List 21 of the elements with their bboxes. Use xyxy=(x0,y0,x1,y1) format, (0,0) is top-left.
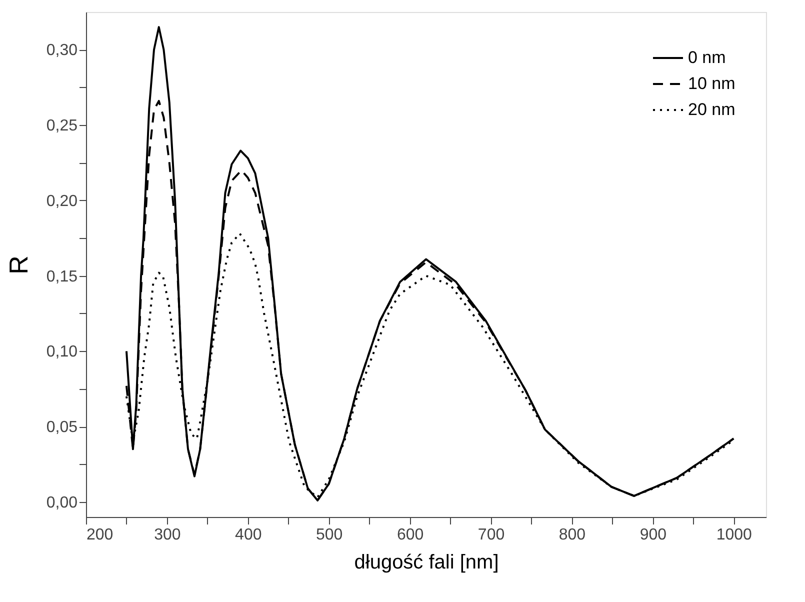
x-tick-label: 200 xyxy=(86,526,114,544)
x-tick-label: 800 xyxy=(558,526,586,544)
legend-label: 10 nm xyxy=(688,74,736,93)
x-tick-label: 400 xyxy=(235,526,262,544)
y-tick-label: 0,30 xyxy=(46,42,78,60)
legend-label: 20 nm xyxy=(688,100,736,119)
x-tick-label: 300 xyxy=(154,526,181,544)
y-tick-label: 0,15 xyxy=(46,268,78,286)
y-tick-label: 0,20 xyxy=(46,192,78,210)
y-axis-title: R xyxy=(3,256,34,274)
x-tick-label: 600 xyxy=(396,526,424,544)
legend-label: 0 nm xyxy=(688,48,726,67)
x-axis-title: długość fali [nm] xyxy=(354,552,499,574)
y-tick-label: 0,00 xyxy=(46,494,78,512)
x-tick-label: 500 xyxy=(316,526,343,544)
x-tick-label: 900 xyxy=(640,526,667,544)
y-tick-label: 0,25 xyxy=(46,118,78,135)
y-tick-label: 0,05 xyxy=(46,419,78,436)
x-tick-label: 1000 xyxy=(716,526,752,544)
x-tick-label: 700 xyxy=(478,526,505,544)
y-tick-label: 0,10 xyxy=(46,344,78,361)
